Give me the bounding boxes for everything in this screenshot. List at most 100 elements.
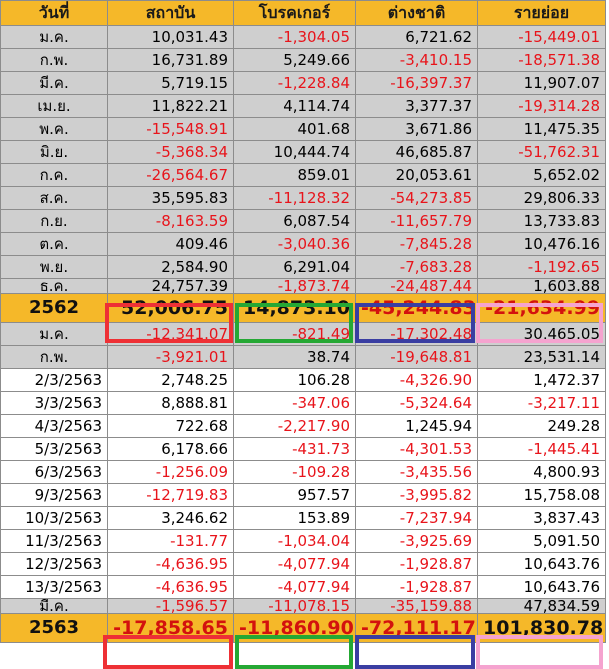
table-row: พ.ย. 2,584.90 6,291.04 -7,683.28 -1,192.65 [0,255,606,279]
value-cell: -3,995.82 [355,483,478,507]
table-row: 13/3/2563 -4,636.95 -4,077.94 -1,928.87 10,6… [0,575,606,599]
value-cell: 10,643.76 [477,575,606,599]
value-cell: -2,217.90 [233,414,356,438]
row-label: 10/3/2563 [0,506,108,530]
value-cell: 11,907.07 [477,71,606,95]
row-label: พ.ค. [0,117,108,141]
value-cell: -1,034.04 [233,529,356,553]
value-cell: -26,564.67 [107,163,234,187]
row-label: 5/3/2563 [0,437,108,461]
value-cell: -11,078.15 [233,598,356,614]
value-cell: 5,652.02 [477,163,606,187]
row-label: เม.ย. [0,94,108,118]
value-cell: 6,291.04 [233,255,356,279]
value-cell: 35,595.83 [107,186,234,210]
value-cell: -15,449.01 [477,25,606,49]
row-label: 4/3/2563 [0,414,108,438]
value-cell: -4,301.53 [355,437,478,461]
table-row: 6/3/2563 -1,256.09 -109.28 -3,435.56 4,800.9… [0,460,606,484]
table-row: ธ.ค. 24,757.39 -1,873.74 -24,487.44 1,603.88 [0,278,606,294]
value-cell: -11,860.90 [233,613,356,643]
table-row: ต.ค. 409.46 -3,040.36 -7,845.28 10,476.16 [0,232,606,256]
row-label: 2562 [0,293,108,323]
value-cell: -16,397.37 [355,71,478,95]
value-cell: -54,273.85 [355,186,478,210]
row-label: ก.ย. [0,209,108,233]
row-label: ม.ค. [0,25,108,49]
table-row: มี.ค. 5,719.15 -1,228.84 -16,397.37 11,907.0… [0,71,606,95]
table-row: 5/3/2563 6,178.66 -431.73 -4,301.53 -1,445.4… [0,437,606,461]
row-label: ม.ค. [0,322,108,346]
row-label: ต.ค. [0,232,108,256]
value-cell: -1,228.84 [233,71,356,95]
value-cell: -109.28 [233,460,356,484]
table-row: 12/3/2563 -4,636.95 -4,077.94 -1,928.87 10,6… [0,552,606,576]
value-cell: 3,377.37 [355,94,478,118]
value-cell: -3,921.01 [107,345,234,369]
value-cell: -3,435.56 [355,460,478,484]
row-label: ก.พ. [0,48,108,72]
row-label: ก.พ. [0,345,108,369]
table-row: ม.ค. 10,031.43 -1,304.05 6,721.62 -15,449.01 [0,25,606,49]
value-cell: 30,465.05 [477,322,606,346]
value-cell: -347.06 [233,391,356,415]
header-row: วันที่ สถาบัน โบรคเกอร์ ต่างชาติ รายย่อย [0,0,606,26]
row-label: ส.ค. [0,186,108,210]
value-cell: 52,006.75 [107,293,234,323]
value-cell: 13,733.83 [477,209,606,233]
value-cell: -1,192.65 [477,255,606,279]
value-cell: 3,837.43 [477,506,606,530]
flow-table: วันที่ สถาบัน โบรคเกอร์ ต่างชาติ รายย่อย… [0,0,606,643]
table-body: ม.ค. 10,031.43 -1,304.05 6,721.62 -15,449.01… [0,25,606,643]
row-label: 2/3/2563 [0,368,108,392]
value-cell: 2,748.25 [107,368,234,392]
row-label: 13/3/2563 [0,575,108,599]
row-label: พ.ย. [0,255,108,279]
value-cell: 24,757.39 [107,278,234,294]
value-cell: -3,217.11 [477,391,606,415]
value-cell: -12,341.07 [107,322,234,346]
value-cell: 23,531.14 [477,345,606,369]
value-cell: 3,246.62 [107,506,234,530]
value-cell: 957.57 [233,483,356,507]
value-cell: -4,077.94 [233,575,356,599]
row-label: 12/3/2563 [0,552,108,576]
value-cell: -19,648.81 [355,345,478,369]
table-row: มิ.ย. -5,368.34 10,444.74 46,685.87 -51,762.… [0,140,606,164]
value-cell: 10,643.76 [477,552,606,576]
row-label: 6/3/2563 [0,460,108,484]
value-cell: 5,091.50 [477,529,606,553]
value-cell: -1,596.57 [107,598,234,614]
value-cell: -35,159.88 [355,598,478,614]
value-cell: -4,636.95 [107,575,234,599]
row-label: ก.ค. [0,163,108,187]
value-cell: 6,178.66 [107,437,234,461]
value-cell: 10,476.16 [477,232,606,256]
value-cell: -131.77 [107,529,234,553]
value-cell: 859.01 [233,163,356,187]
table-row: ม.ค. -12,341.07 -821.49 -17,302.48 30,465.05 [0,322,606,346]
value-cell: -17,858.65 [107,613,234,643]
header-broker: โบรคเกอร์ [233,0,356,26]
value-cell: 6,721.62 [355,25,478,49]
row-label: มิ.ย. [0,140,108,164]
value-cell: 2,584.90 [107,255,234,279]
value-cell: 14,873.10 [233,293,356,323]
value-cell: -11,657.79 [355,209,478,233]
value-cell: -821.49 [233,322,356,346]
value-cell: 38.74 [233,345,356,369]
value-cell: 10,031.43 [107,25,234,49]
table-row: ส.ค. 35,595.83 -11,128.32 -54,273.85 29,806.… [0,186,606,210]
table-row: พ.ค. -15,548.91 401.68 3,671.86 11,475.35 [0,117,606,141]
value-cell: -4,077.94 [233,552,356,576]
value-cell: -3,925.69 [355,529,478,553]
value-cell: 5,719.15 [107,71,234,95]
value-cell: -4,326.90 [355,368,478,392]
value-cell: 101,830.78 [477,613,606,643]
value-cell: 401.68 [233,117,356,141]
table-row: เม.ย. 11,822.21 4,114.74 3,377.37 -19,314.28 [0,94,606,118]
table-row: ก.พ. 16,731.89 5,249.66 -3,410.15 -18,571.38 [0,48,606,72]
value-cell: 15,758.08 [477,483,606,507]
value-cell: -7,683.28 [355,255,478,279]
value-cell: -51,762.31 [477,140,606,164]
